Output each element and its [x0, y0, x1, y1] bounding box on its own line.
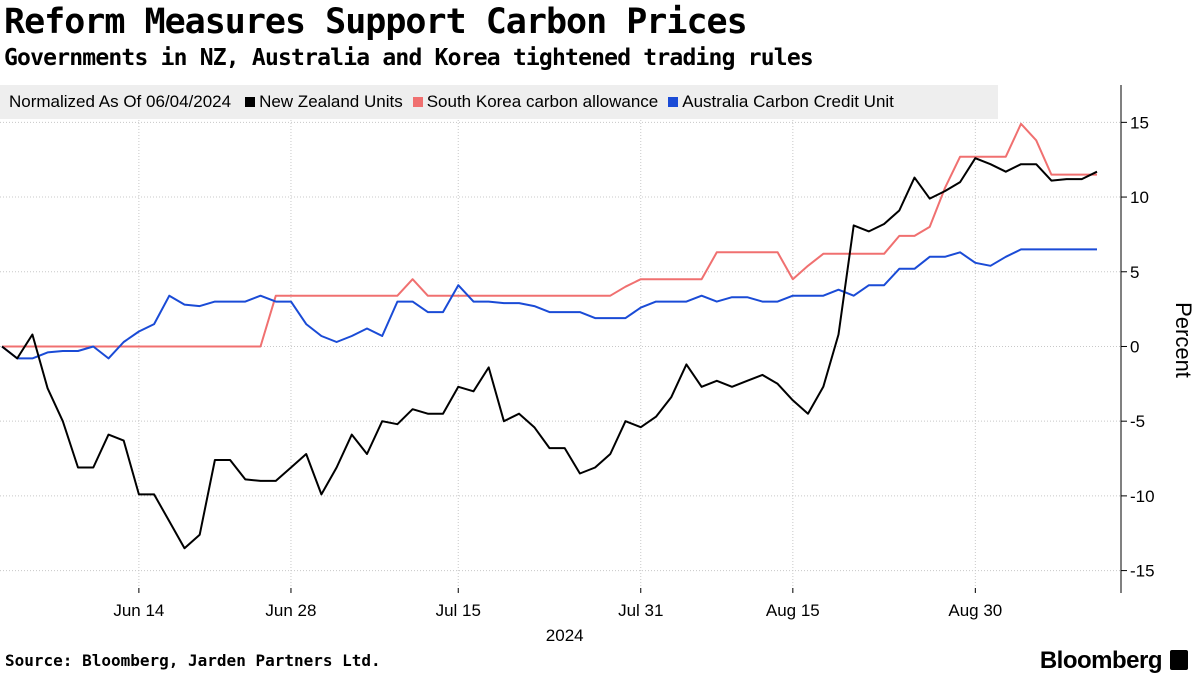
series-line-australia-carbon-credit-unit [1, 248, 1097, 360]
x-year-label: 2024 [546, 626, 584, 645]
legend-swatch-icon [245, 97, 256, 107]
x-tick-label: Jul 15 [436, 601, 481, 620]
legend-swatch-icon [412, 97, 423, 107]
legend-item-australia: Australia Carbon Credit Unit [668, 92, 894, 112]
legend-item-new-zealand: New Zealand Units [245, 92, 403, 112]
x-tick-label: Jul 31 [618, 601, 663, 620]
y-tick-label: 15 [1130, 113, 1149, 132]
bloomberg-mark-icon [1170, 650, 1188, 670]
y-tick-label: -10 [1130, 487, 1155, 506]
x-tick-label: Jun 14 [113, 601, 164, 620]
y-tick-label: 0 [1130, 337, 1139, 356]
y-axis-title: Percent [1171, 302, 1196, 378]
chart-title: Reform Measures Support Carbon Prices [4, 2, 748, 42]
chart-subtitle: Governments in NZ, Australia and Korea t… [4, 45, 814, 71]
legend-label: South Korea carbon allowance [426, 92, 659, 111]
legend-label: Australia Carbon Credit Unit [682, 92, 894, 111]
legend-item-south-korea: South Korea carbon allowance [412, 92, 659, 112]
y-tick-label: -5 [1130, 412, 1145, 431]
source-note: Source: Bloomberg, Jarden Partners Ltd. [5, 651, 381, 670]
x-tick-label: Aug 15 [766, 601, 820, 620]
x-tick-label: Aug 30 [948, 601, 1002, 620]
series-line-south-korea-carbon-allowance [2, 122, 1097, 348]
y-tick-label: -15 [1130, 562, 1155, 581]
y-tick-label: 5 [1130, 263, 1139, 282]
legend-swatch-icon [668, 97, 679, 107]
legend: Normalized As Of 06/04/2024 New Zealand … [0, 85, 998, 119]
series-line-new-zealand-units [1, 157, 1098, 550]
legend-normalization-note: Normalized As Of 06/04/2024 [9, 92, 232, 111]
y-tick-label: 10 [1130, 188, 1149, 207]
legend-label: New Zealand Units [259, 92, 403, 111]
x-tick-label: Jun 28 [265, 601, 316, 620]
brand-logo: Bloomberg [1039, 647, 1163, 674]
